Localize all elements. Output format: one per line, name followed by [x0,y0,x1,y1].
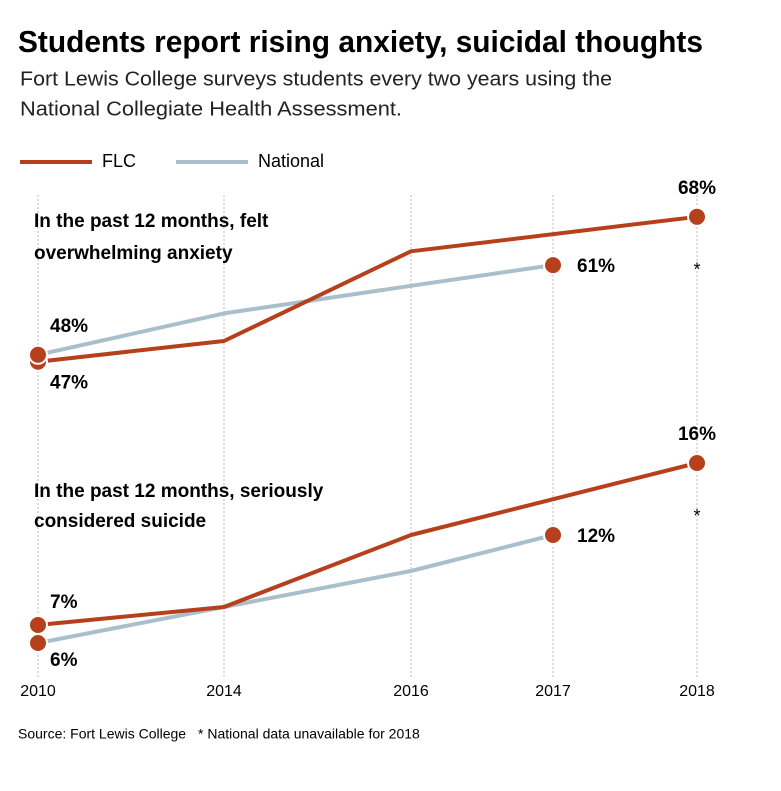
legend-label: FLC [102,151,136,171]
panel-note: * [693,260,700,280]
value-label: 68% [678,178,716,199]
value-label: 12% [577,526,615,547]
marker [28,615,48,635]
subtitle-line: Fort Lewis College surveys students ever… [20,68,612,90]
value-label: 6% [50,650,78,671]
panel-title: considered suicide [34,511,206,532]
marker [543,255,563,276]
subtitle-line: National Collegiate Health Assessment. [20,98,402,120]
value-label: 61% [577,256,615,277]
panel-note: * [693,506,700,526]
x-tick-label: 2018 [679,683,715,700]
x-tick-label: 2014 [206,683,242,700]
legend-label: National [258,151,324,171]
series-line [37,461,698,627]
series-line [37,263,554,357]
panel-title: overwhelming anxiety [34,243,233,264]
panel-title: In the past 12 months, felt [34,211,269,232]
marker [543,525,563,545]
value-label: 47% [50,373,88,394]
value-label: 48% [50,316,88,337]
x-tick-label: 2016 [393,683,429,700]
marker [687,453,707,473]
panel-title: In the past 12 months, seriously [34,481,324,502]
value-label: 7% [50,592,78,613]
x-tick-label: 2017 [535,683,571,700]
marker [28,344,48,365]
footnote: * National data unavailable for 2018 [198,726,420,742]
x-tick-label: 2010 [20,683,56,700]
series-line [37,533,554,645]
source: Source: Fort Lewis College [18,726,186,742]
marker [28,633,48,653]
value-label: 16% [678,424,716,445]
chart-title: Students report rising anxiety, suicidal… [18,24,703,59]
series-line [37,214,698,364]
marker [687,206,707,227]
